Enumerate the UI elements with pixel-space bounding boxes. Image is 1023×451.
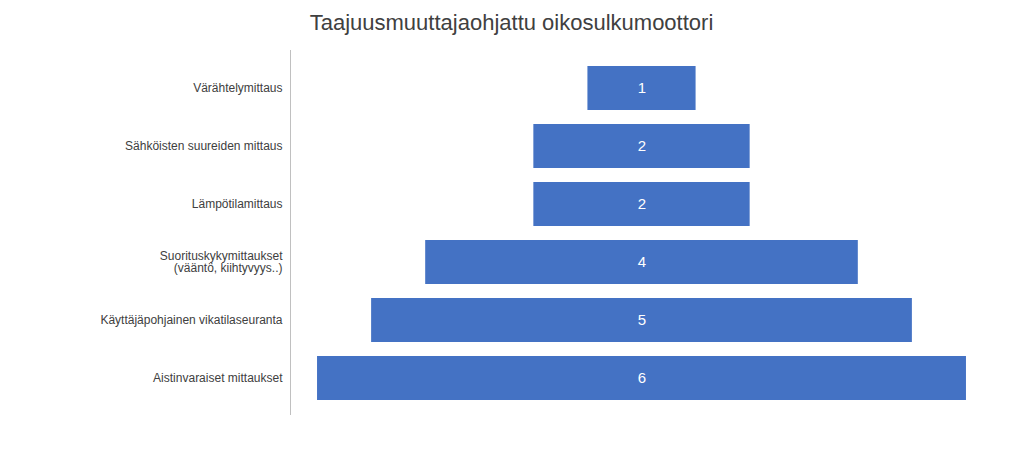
svg-text:Lämpötilamittaus: Lämpötilamittaus xyxy=(192,197,283,211)
html-text:Taajuusmuuttajaohjattu oikosul: Taajuusmuuttajaohjattu oikosulkumoottori xyxy=(309,10,714,35)
svg-text:2: 2 xyxy=(638,195,646,212)
svg-text:Värähtelymittaus: Värähtelymittaus xyxy=(193,81,282,95)
svg-text:1: 1 xyxy=(638,79,646,96)
svg-text:Sähköisten suureiden mittaus: Sähköisten suureiden mittaus xyxy=(125,139,282,153)
svg-text:4: 4 xyxy=(638,253,646,270)
svg-text:Käyttäjäpohjainen vikatilaseur: Käyttäjäpohjainen vikatilaseuranta xyxy=(100,313,282,327)
svg-text:5: 5 xyxy=(638,311,646,328)
svg-text:6: 6 xyxy=(638,369,646,386)
svg-text:Aistinvaraiset mittaukset: Aistinvaraiset mittaukset xyxy=(153,371,283,385)
svg-text:2: 2 xyxy=(638,137,646,154)
svg-text:Suorituskykymittaukset(vääntö,: Suorituskykymittaukset(vääntö, kiihtyvyy… xyxy=(160,249,283,275)
